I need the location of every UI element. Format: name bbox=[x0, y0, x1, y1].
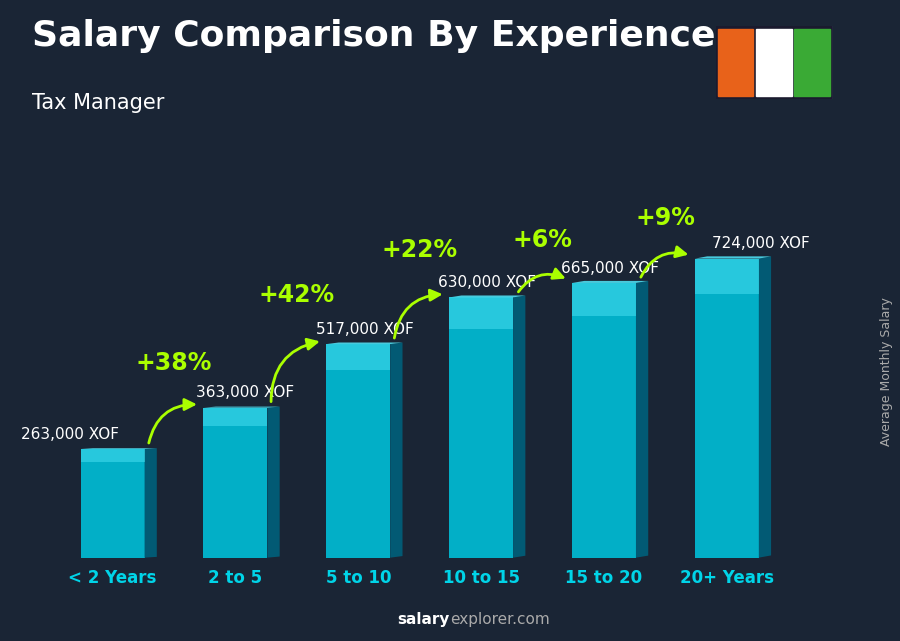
Polygon shape bbox=[391, 342, 402, 558]
Polygon shape bbox=[513, 296, 526, 558]
Text: Average Monthly Salary: Average Monthly Salary bbox=[880, 297, 893, 446]
Polygon shape bbox=[695, 256, 771, 258]
Polygon shape bbox=[203, 408, 267, 426]
Polygon shape bbox=[759, 256, 771, 558]
Text: 363,000 XOF: 363,000 XOF bbox=[196, 385, 294, 400]
Polygon shape bbox=[572, 281, 648, 283]
Bar bbox=[718, 29, 753, 96]
Text: +9%: +9% bbox=[635, 206, 696, 229]
Polygon shape bbox=[81, 449, 145, 558]
Polygon shape bbox=[449, 296, 526, 297]
Text: 263,000 XOF: 263,000 XOF bbox=[21, 427, 119, 442]
Text: +38%: +38% bbox=[136, 351, 212, 375]
Text: +22%: +22% bbox=[382, 238, 458, 262]
Bar bbox=[756, 29, 792, 96]
Text: +42%: +42% bbox=[259, 283, 335, 307]
Polygon shape bbox=[572, 283, 636, 316]
Text: 665,000 XOF: 665,000 XOF bbox=[561, 260, 659, 276]
Text: 517,000 XOF: 517,000 XOF bbox=[316, 322, 413, 337]
Polygon shape bbox=[636, 281, 648, 558]
Polygon shape bbox=[203, 406, 280, 408]
Text: explorer.com: explorer.com bbox=[450, 612, 550, 627]
Polygon shape bbox=[81, 449, 145, 462]
Polygon shape bbox=[327, 342, 402, 344]
Text: 630,000 XOF: 630,000 XOF bbox=[438, 275, 536, 290]
Polygon shape bbox=[449, 297, 513, 329]
Text: 724,000 XOF: 724,000 XOF bbox=[713, 236, 810, 251]
Text: Tax Manager: Tax Manager bbox=[32, 93, 164, 113]
Polygon shape bbox=[695, 258, 759, 558]
Polygon shape bbox=[327, 344, 391, 558]
Polygon shape bbox=[327, 344, 391, 370]
Polygon shape bbox=[572, 283, 636, 558]
Polygon shape bbox=[145, 448, 157, 558]
Text: salary: salary bbox=[398, 612, 450, 627]
Polygon shape bbox=[449, 297, 513, 558]
Text: +6%: +6% bbox=[513, 228, 572, 252]
Polygon shape bbox=[203, 408, 267, 558]
FancyBboxPatch shape bbox=[715, 25, 833, 100]
Polygon shape bbox=[81, 448, 157, 449]
Polygon shape bbox=[267, 406, 280, 558]
Bar bbox=[794, 29, 830, 96]
Polygon shape bbox=[695, 258, 759, 294]
Text: Salary Comparison By Experience: Salary Comparison By Experience bbox=[32, 19, 715, 53]
